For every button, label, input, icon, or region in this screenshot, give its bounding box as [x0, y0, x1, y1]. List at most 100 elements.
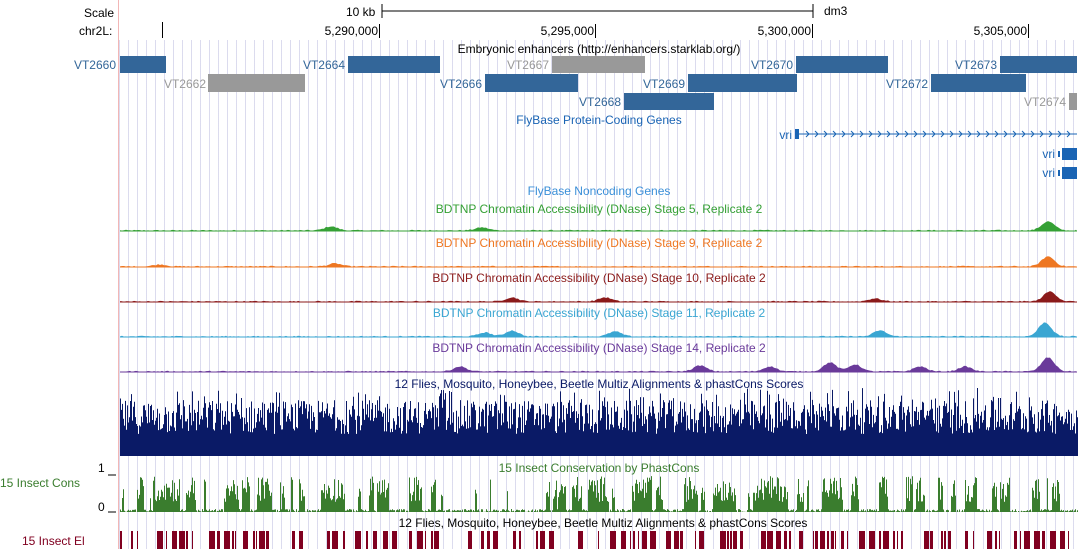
- conserved-element: [827, 531, 829, 549]
- conserved-element: [633, 531, 635, 549]
- conserved-element: [642, 531, 647, 549]
- conserved-element: [813, 531, 814, 549]
- conserved-element: [417, 531, 423, 549]
- multiz-signal: [120, 388, 1078, 456]
- assembly-label: dm3: [824, 4, 848, 18]
- conserved-element: [995, 531, 997, 549]
- insect-cons-track-title[interactable]: 15 Insect Conservation by PhastCons: [498, 461, 700, 475]
- conserved-element: [549, 531, 554, 549]
- enhancer-box-vt2660: [120, 56, 166, 73]
- enhancer-label-vt2672[interactable]: VT2672: [885, 77, 928, 91]
- enhancer-features: [120, 56, 1077, 110]
- conserved-element: [232, 531, 234, 549]
- conserved-element: [166, 531, 167, 549]
- noncoding-genes-track-title[interactable]: FlyBase Noncoding Genes: [527, 184, 671, 198]
- conserved-element: [869, 531, 875, 549]
- gene-label-vri[interactable]: vri: [1042, 147, 1055, 161]
- multiz-track-title[interactable]: 12 Flies, Mosquito, Honeybee, Beetle Mul…: [394, 377, 804, 391]
- conserved-element: [815, 531, 818, 549]
- ruler-position: 5,295,000: [540, 24, 594, 38]
- conserved-element: [948, 531, 951, 549]
- conserved-element: [536, 531, 538, 549]
- insect-cons-side-label[interactable]: 15 Insect Cons: [0, 476, 81, 490]
- dnase-signal: [120, 322, 1077, 337]
- conserved-element: [343, 531, 345, 549]
- conserved-element: [727, 531, 729, 549]
- gene-label-vri[interactable]: vri: [779, 128, 792, 142]
- enhancer-label-vt2668[interactable]: VT2668: [578, 95, 621, 109]
- enhancer-box-vt2670: [796, 56, 888, 73]
- enhancer-label-vt2662[interactable]: VT2662: [163, 77, 206, 91]
- conserved-element: [1060, 531, 1065, 549]
- enhancer-box-vt2672: [931, 74, 1026, 92]
- enhancer-box-vt2668: [624, 93, 714, 110]
- conserved-element: [186, 531, 188, 549]
- conserved-element: [392, 531, 397, 549]
- conserved-element: [901, 531, 903, 549]
- insect-el-track-title[interactable]: 12 Flies, Mosquito, Honeybee, Beetle Mul…: [398, 516, 808, 530]
- dnase-stage9-title[interactable]: BDTNP Chromatin Accessibility (DNase) St…: [435, 236, 763, 250]
- dnase-stage11-title[interactable]: BDTNP Chromatin Accessibility (DNase) St…: [432, 306, 766, 320]
- dnase-signal: [120, 291, 1077, 302]
- enhancer-label-vt2673[interactable]: VT2673: [954, 58, 997, 72]
- dnase-stage10-title[interactable]: BDTNP Chromatin Accessibility (DNase) St…: [432, 271, 766, 285]
- insect-el-side-label[interactable]: 15 Insect El: [22, 534, 85, 548]
- conserved-element: [680, 531, 683, 549]
- conserved-element: [650, 531, 656, 549]
- conserved-element: [1042, 531, 1045, 549]
- conserved-element: [578, 531, 583, 549]
- ruler-position: 5,300,000: [757, 24, 811, 38]
- conserved-element: [924, 531, 929, 549]
- enhancers-track-title[interactable]: Embryonic enhancers (http://enhancers.st…: [457, 42, 741, 56]
- enhancer-label-vt2666[interactable]: VT2666: [439, 77, 482, 91]
- coding-genes-track-title[interactable]: FlyBase Protein-Coding Genes: [516, 113, 682, 127]
- conserved-element: [209, 531, 215, 549]
- y-axis-min-label: 0: [98, 500, 105, 514]
- enhancer-label-vt2667[interactable]: VT2667: [506, 58, 549, 72]
- conserved-element: [487, 531, 490, 549]
- dnase-stage14-title[interactable]: BDTNP Chromatin Accessibility (DNase) St…: [432, 341, 766, 355]
- enhancer-box-vt2673: [1000, 56, 1077, 73]
- enhancer-label-vt2664[interactable]: VT2664: [302, 58, 345, 72]
- enhancer-label-vt2670[interactable]: VT2670: [750, 58, 793, 72]
- enhancer-box-vt2674: [1069, 93, 1077, 110]
- conserved-element: [434, 531, 439, 549]
- conserved-element: [859, 531, 865, 549]
- dnase-signal: [120, 221, 1077, 231]
- enhancer-box-vt2662: [208, 74, 305, 92]
- y-axis-max-label: 1: [98, 461, 105, 475]
- conserved-element: [383, 531, 388, 549]
- conserved-element: [847, 531, 848, 549]
- enhancer-box-vt2667: [552, 56, 645, 73]
- conserved-element: [674, 531, 679, 549]
- conserved-element: [131, 531, 133, 549]
- scale-bar-label: 10 kb: [346, 5, 376, 19]
- conserved-element: [513, 531, 516, 549]
- conserved-element: [256, 531, 257, 549]
- conserved-element: [610, 531, 616, 549]
- conserved-element: [767, 531, 773, 549]
- conserved-element: [253, 531, 255, 549]
- enhancer-label-vt2660[interactable]: VT2660: [73, 58, 116, 72]
- scale-label: Scale: [84, 6, 115, 20]
- conserved-element: [761, 531, 766, 549]
- conserved-element: [987, 531, 992, 549]
- conserved-element: [327, 531, 330, 549]
- dnase-stage5-title[interactable]: BDTNP Chromatin Accessibility (DNase) St…: [435, 202, 763, 216]
- conserved-element: [897, 531, 898, 549]
- conserved-element: [120, 531, 122, 549]
- conserved-element: [373, 531, 377, 549]
- enhancer-label-vt2674[interactable]: VT2674: [1023, 95, 1066, 109]
- dnase-signal: [120, 256, 1077, 267]
- conserved-element: [366, 531, 368, 549]
- enhancer-label-vt2669[interactable]: VT2669: [642, 77, 685, 91]
- multiz-bars: [120, 388, 1078, 456]
- conserved-element: [879, 531, 881, 549]
- dnase-signal: [120, 357, 1077, 372]
- ruler-position: 5,290,000: [324, 24, 378, 38]
- gene-label-vri[interactable]: vri: [1042, 166, 1055, 180]
- conserved-element: [720, 531, 726, 549]
- conserved-element: [481, 531, 484, 549]
